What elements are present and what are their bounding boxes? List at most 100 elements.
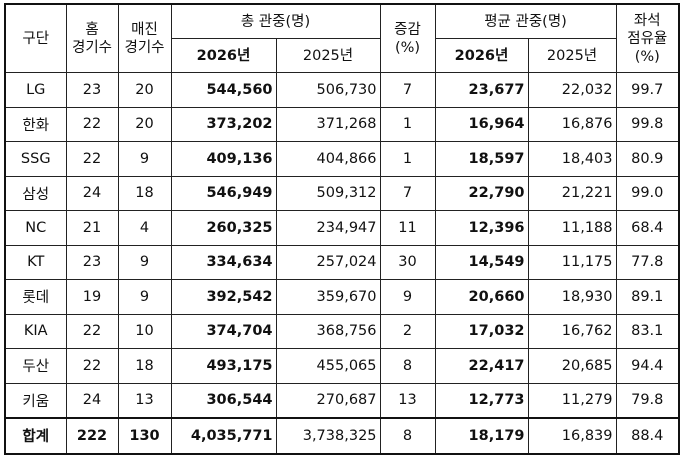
header-avg-2026: 2026년 [435, 39, 528, 73]
cell-total-2025: 371,268 [276, 107, 380, 142]
cell-team: 두산 [5, 349, 66, 384]
table-row: KT 23 9 334,634 257,024 30 14,549 11,175 77.8 [5, 245, 679, 280]
cell-occupancy: 89.1 [616, 280, 679, 315]
header-occupancy-line1: 좌석 [634, 13, 661, 29]
cell-occupancy: 94.4 [616, 349, 679, 384]
cell-avg-2025: 11,188 [528, 211, 616, 246]
cell-total-2025: 359,670 [276, 280, 380, 315]
cell-change: 7 [380, 73, 435, 108]
header-sold-out-games: 매진 경기수 [118, 4, 171, 73]
cell-avg-2026: 22,417 [435, 349, 528, 384]
header-change-line2: (%) [395, 40, 420, 56]
cell-total-2026: 4,035,771 [171, 418, 276, 454]
cell-occupancy: 99.8 [616, 107, 679, 142]
cell-home-games: 19 [66, 280, 118, 315]
attendance-table: 구단 홈 경기수 매진 경기수 총 관중(명) 증감 (%) 평균 관중(명) 좌석 점… [4, 3, 680, 455]
cell-avg-2026: 16,964 [435, 107, 528, 142]
cell-home-games: 24 [66, 176, 118, 211]
cell-team: KT [5, 245, 66, 280]
cell-avg-2025: 11,279 [528, 383, 616, 418]
cell-total-2025: 404,866 [276, 142, 380, 177]
cell-home-games: 222 [66, 418, 118, 454]
cell-sold-out-games: 18 [118, 176, 171, 211]
cell-change: 2 [380, 314, 435, 349]
cell-total-2026: 544,560 [171, 73, 276, 108]
cell-avg-2025: 22,032 [528, 73, 616, 108]
cell-occupancy: 88.4 [616, 418, 679, 454]
cell-home-games: 24 [66, 383, 118, 418]
cell-avg-2026: 23,677 [435, 73, 528, 108]
cell-home-games: 23 [66, 245, 118, 280]
cell-team: 합계 [5, 418, 66, 454]
table-row: KIA 22 10 374,704 368,756 2 17,032 16,762 83.1 [5, 314, 679, 349]
cell-total-2026: 373,202 [171, 107, 276, 142]
header-home-games-line1: 홈 [85, 22, 98, 38]
cell-total-2025: 3,738,325 [276, 418, 380, 454]
cell-home-games: 21 [66, 211, 118, 246]
cell-occupancy: 68.4 [616, 211, 679, 246]
header-change: 증감 (%) [380, 4, 435, 73]
cell-team: 삼성 [5, 176, 66, 211]
cell-avg-2026: 22,790 [435, 176, 528, 211]
header-occupancy-line3: (%) [635, 49, 660, 65]
header-change-line1: 증감 [394, 22, 421, 38]
header-avg-attendance: 평균 관중(명) [435, 4, 616, 39]
cell-team: SSG [5, 142, 66, 177]
cell-sold-out-games: 20 [118, 107, 171, 142]
cell-occupancy: 77.8 [616, 245, 679, 280]
cell-change: 11 [380, 211, 435, 246]
table-row: 한화 22 20 373,202 371,268 1 16,964 16,876 99.8 [5, 107, 679, 142]
cell-avg-2026: 18,597 [435, 142, 528, 177]
cell-avg-2025: 16,839 [528, 418, 616, 454]
cell-team: 한화 [5, 107, 66, 142]
cell-home-games: 22 [66, 107, 118, 142]
cell-sold-out-games: 9 [118, 280, 171, 315]
cell-change: 8 [380, 349, 435, 384]
cell-total-2025: 509,312 [276, 176, 380, 211]
cell-sold-out-games: 9 [118, 245, 171, 280]
cell-home-games: 22 [66, 142, 118, 177]
table-body: LG 23 20 544,560 506,730 7 23,677 22,032 99.7 한화 2… [5, 73, 679, 454]
header-total-2026: 2026년 [171, 39, 276, 73]
cell-avg-2025: 21,221 [528, 176, 616, 211]
cell-occupancy: 99.7 [616, 73, 679, 108]
cell-avg-2025: 16,876 [528, 107, 616, 142]
cell-occupancy: 79.8 [616, 383, 679, 418]
cell-total-2026: 409,136 [171, 142, 276, 177]
cell-change: 9 [380, 280, 435, 315]
header-sold-out-line2: 경기수 [124, 40, 164, 56]
cell-sold-out-games: 9 [118, 142, 171, 177]
cell-total-2026: 260,325 [171, 211, 276, 246]
cell-avg-2026: 18,179 [435, 418, 528, 454]
cell-change: 8 [380, 418, 435, 454]
cell-change: 1 [380, 142, 435, 177]
cell-sold-out-games: 10 [118, 314, 171, 349]
cell-total-2025: 234,947 [276, 211, 380, 246]
cell-avg-2025: 20,685 [528, 349, 616, 384]
total-row: 합계 222 130 4,035,771 3,738,325 8 18,179 16,839 8… [5, 418, 679, 454]
table-row: 롯데 19 9 392,542 359,670 9 20,660 18,930 89.1 [5, 280, 679, 315]
cell-total-2026: 493,175 [171, 349, 276, 384]
cell-avg-2025: 18,403 [528, 142, 616, 177]
header-occupancy-line2: 점유율 [627, 31, 667, 47]
header-avg-2025: 2025년 [528, 39, 616, 73]
table-row: SSG 22 9 409,136 404,866 1 18,597 18,403 80.9 [5, 142, 679, 177]
header-home-games-line2: 경기수 [72, 40, 112, 56]
cell-avg-2026: 17,032 [435, 314, 528, 349]
cell-change: 7 [380, 176, 435, 211]
table-row: 두산 22 18 493,175 455,065 8 22,417 20,685 94.4 [5, 349, 679, 384]
cell-occupancy: 80.9 [616, 142, 679, 177]
cell-total-2026: 374,704 [171, 314, 276, 349]
cell-occupancy: 83.1 [616, 314, 679, 349]
header-team: 구단 [5, 4, 66, 73]
cell-change: 13 [380, 383, 435, 418]
cell-total-2025: 455,065 [276, 349, 380, 384]
cell-change: 1 [380, 107, 435, 142]
cell-total-2025: 257,024 [276, 245, 380, 280]
table-row: 키움 24 13 306,544 270,687 13 12,773 11,279 79.8 [5, 383, 679, 418]
cell-avg-2025: 16,762 [528, 314, 616, 349]
cell-sold-out-games: 20 [118, 73, 171, 108]
cell-sold-out-games: 130 [118, 418, 171, 454]
cell-sold-out-games: 13 [118, 383, 171, 418]
